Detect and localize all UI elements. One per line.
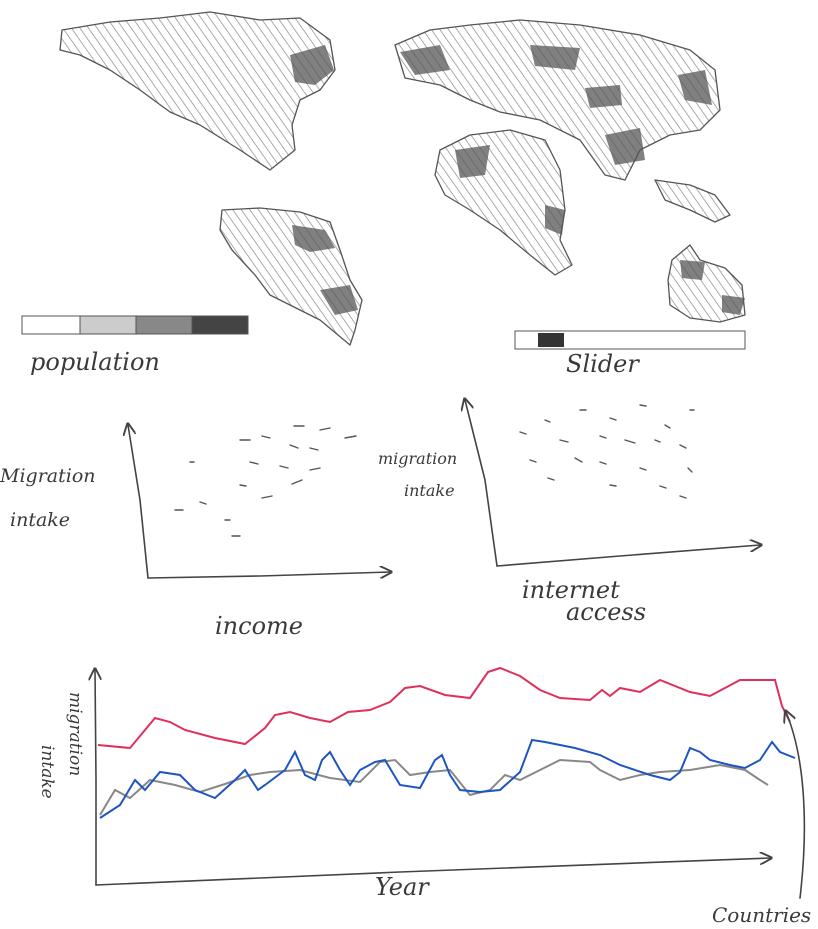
point [639,404,647,407]
region-dark [455,145,490,178]
y-axis [465,400,498,567]
series-line [99,738,796,819]
y-axis-label: intake [404,481,455,500]
legend-swatch [191,315,249,335]
series-line [99,758,769,816]
x-axis-label: internet [522,576,620,604]
point [261,435,271,439]
point [261,495,273,499]
point [199,501,207,505]
annotation-arrow [786,712,806,899]
point [309,447,319,451]
region-dark [545,205,565,235]
point [679,495,687,499]
point [624,439,636,444]
scatter-internet: migration intake internet access [378,400,760,626]
map-right [394,19,746,323]
series-line [97,666,791,750]
x-axis [95,858,770,886]
point [687,467,693,473]
legend-swatch [79,315,137,335]
map-left [59,11,363,346]
slider: Slider [514,330,746,378]
region-dark [680,260,705,280]
point [599,461,607,465]
region-dark [678,70,712,105]
point [599,435,607,439]
y-axis-label: migration [65,692,85,776]
point [239,484,247,487]
point [574,457,583,463]
scatter-income: Migration intake income [0,425,390,640]
point [659,485,667,489]
points [519,404,695,499]
annotation: Countries [712,903,811,927]
point [291,479,303,485]
region-dark [585,85,622,108]
population-legend: population [21,315,249,376]
point [639,467,647,471]
point [529,459,537,463]
legend-swatch [21,315,81,335]
x-axis [147,572,390,579]
x-axis-label: income [215,612,303,640]
x-axis-label: Year [375,873,430,901]
region-dark [290,45,334,85]
point [654,439,661,443]
point [609,484,617,487]
region-dark [320,285,358,315]
region-dark [530,45,580,70]
x-axis-label: access [566,598,646,626]
islands [654,179,731,223]
legend-label: population [30,348,160,376]
y-axis [128,425,149,579]
slider-label: Slider [566,350,640,378]
y-axis-label: intake [10,509,70,531]
y-axis-label: intake [37,745,57,799]
point [547,477,555,481]
point [679,444,687,449]
y-axis-label: Migration [0,465,96,487]
region-dark [722,295,745,315]
region-dark [605,128,645,165]
slider-thumb[interactable] [538,333,564,347]
x-axis [496,545,760,567]
north-america [59,11,336,171]
line-chart: migration intake Year Countries [37,666,811,927]
point [289,444,299,449]
point [309,467,321,471]
y-axis-label: migration [378,449,457,468]
point [249,461,259,465]
region-dark [292,225,335,252]
points [174,425,357,537]
point [519,431,527,435]
point [559,439,569,443]
point [609,417,617,421]
point [544,419,551,423]
point [664,424,671,429]
point [279,465,289,469]
point [319,427,331,431]
slider-track [514,330,746,350]
y-axis [95,670,96,886]
region-dark [400,45,450,75]
legend-swatch [135,315,193,335]
point [344,435,357,439]
